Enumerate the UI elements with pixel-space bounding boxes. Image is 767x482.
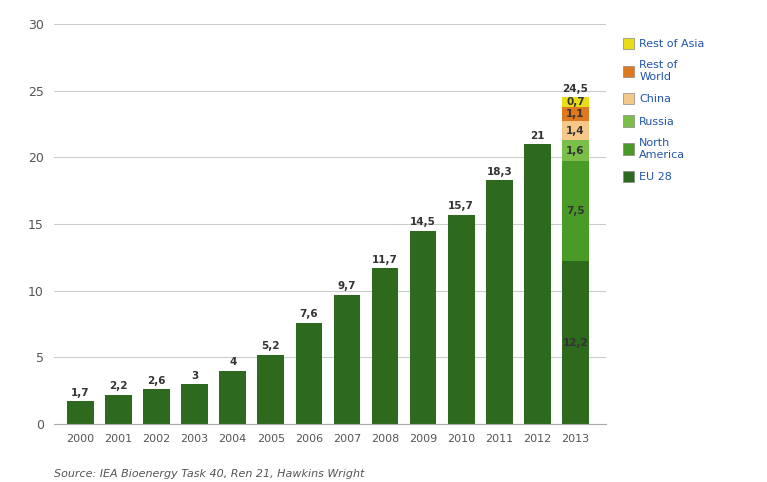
Bar bbox=[524, 144, 551, 424]
Text: Source: IEA Bioenergy Task 40, Ren 21, Hawkins Wright: Source: IEA Bioenergy Task 40, Ren 21, H… bbox=[54, 469, 364, 479]
Bar bbox=[448, 215, 475, 424]
Text: 15,7: 15,7 bbox=[448, 201, 474, 212]
Text: 9,7: 9,7 bbox=[337, 281, 356, 292]
Text: 11,7: 11,7 bbox=[372, 255, 398, 265]
Text: 21: 21 bbox=[530, 131, 545, 141]
Text: 7,5: 7,5 bbox=[566, 206, 584, 216]
Legend: Rest of Asia, Rest of
World, China, Russia, North
America, EU 28: Rest of Asia, Rest of World, China, Russ… bbox=[623, 38, 705, 182]
Text: 4: 4 bbox=[229, 358, 236, 367]
Bar bbox=[181, 384, 208, 424]
Text: 18,3: 18,3 bbox=[486, 167, 512, 177]
Text: 7,6: 7,6 bbox=[300, 309, 318, 320]
Bar bbox=[143, 389, 170, 424]
Bar bbox=[219, 371, 246, 424]
Bar bbox=[67, 402, 94, 424]
Bar bbox=[295, 323, 322, 424]
Text: 5,2: 5,2 bbox=[262, 341, 280, 351]
Text: 24,5: 24,5 bbox=[562, 84, 588, 94]
Text: 1,1: 1,1 bbox=[566, 109, 584, 119]
Bar bbox=[562, 140, 589, 161]
Bar bbox=[486, 180, 512, 424]
Text: 14,5: 14,5 bbox=[410, 217, 436, 228]
Bar bbox=[258, 355, 284, 424]
Text: 2,2: 2,2 bbox=[109, 381, 127, 391]
Bar bbox=[562, 97, 589, 107]
Text: 0,7: 0,7 bbox=[566, 97, 584, 107]
Text: 1,7: 1,7 bbox=[71, 388, 90, 398]
Text: 2,6: 2,6 bbox=[147, 376, 166, 386]
Bar bbox=[334, 295, 360, 424]
Bar bbox=[562, 121, 589, 140]
Text: 1,4: 1,4 bbox=[566, 126, 584, 136]
Bar bbox=[562, 107, 589, 121]
Bar bbox=[105, 395, 132, 424]
Bar bbox=[372, 268, 398, 424]
Bar bbox=[562, 161, 589, 261]
Bar bbox=[410, 231, 436, 424]
Text: 1,6: 1,6 bbox=[566, 146, 584, 156]
Text: 12,2: 12,2 bbox=[562, 338, 588, 348]
Text: 3: 3 bbox=[191, 371, 198, 381]
Bar bbox=[562, 261, 589, 424]
